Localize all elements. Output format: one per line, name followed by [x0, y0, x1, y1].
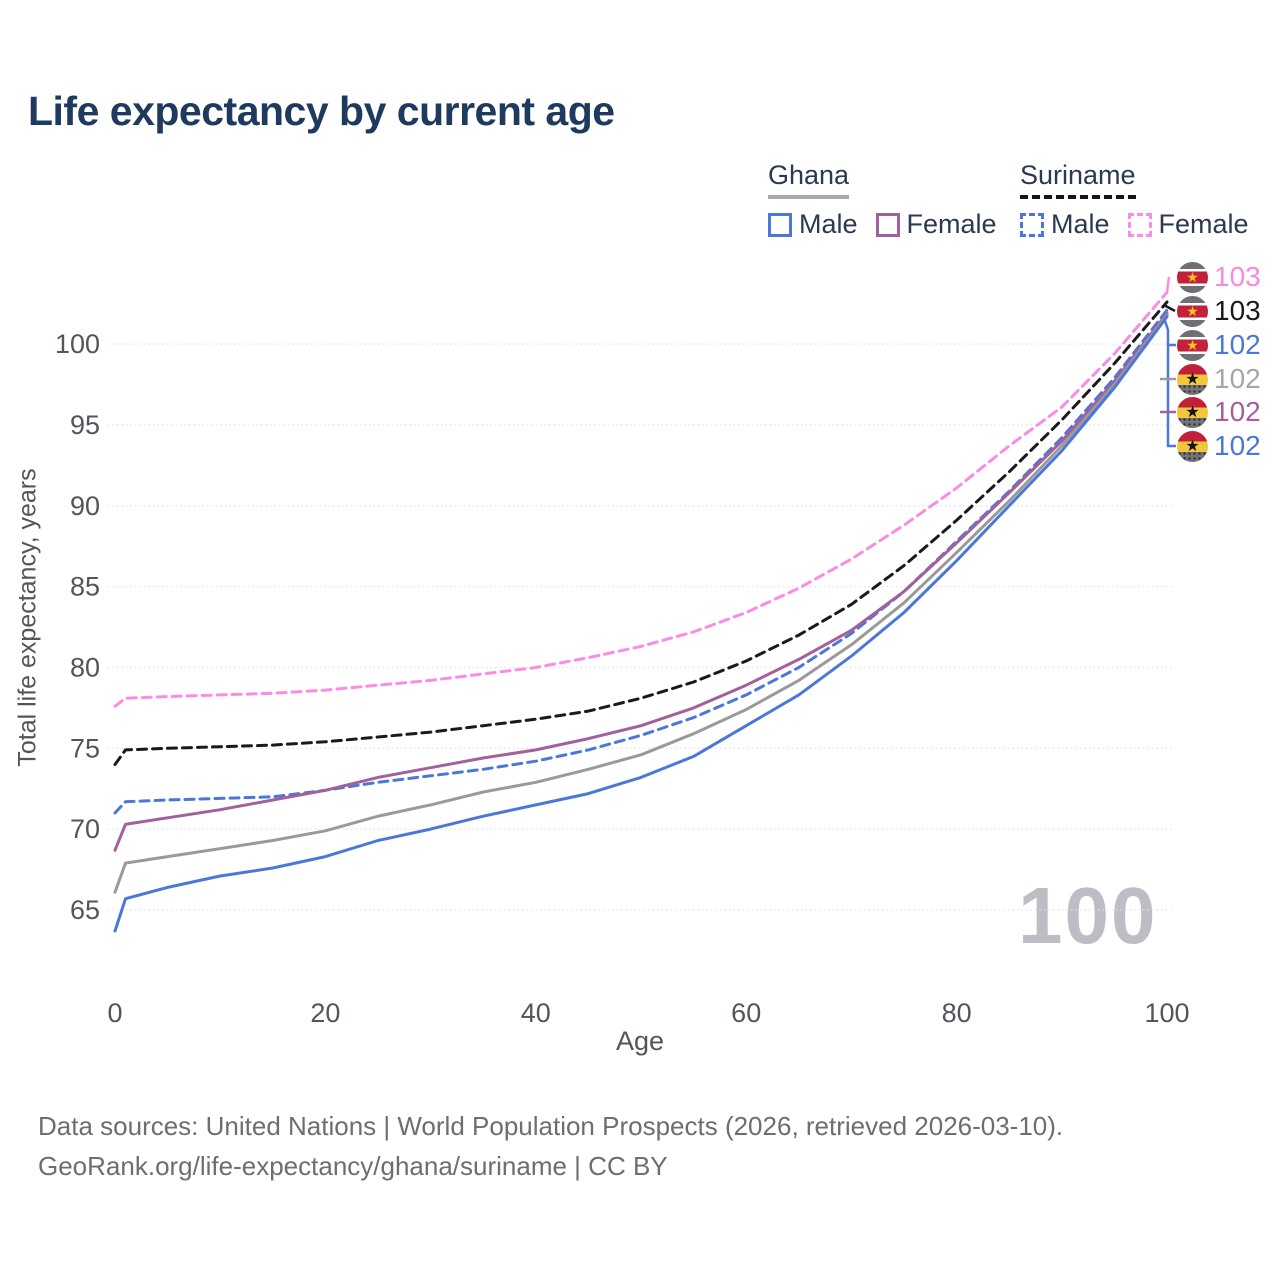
end-value: 102: [1214, 363, 1261, 394]
leader-male-bracket: [1162, 317, 1176, 448]
hover-age-watermark: 100: [1018, 871, 1158, 960]
y-tick-90: 90: [70, 491, 100, 521]
line-ghana-male[interactable]: [113, 315, 1169, 933]
y-tick-100: 100: [55, 329, 100, 359]
end-value: 103: [1214, 261, 1261, 292]
end-value: 102: [1214, 329, 1261, 360]
ghana-flag-icon: ★: [1177, 396, 1208, 428]
y-tick-95: 95: [70, 410, 100, 440]
line-suriname-total[interactable]: [113, 300, 1169, 766]
ghana-flag-icon: ★: [1177, 430, 1208, 462]
x-axis-title: Age: [616, 1026, 664, 1056]
suriname-flag-icon: ★: [1177, 329, 1208, 361]
x-tick-80: 80: [942, 998, 972, 1028]
x-tick-0: 0: [107, 998, 122, 1028]
x-tick-100: 100: [1144, 998, 1189, 1028]
end-label-ghana-female: ★ 102: [1177, 396, 1261, 428]
legend-item-suriname-male[interactable]: Male: [1020, 209, 1110, 240]
y-tick-75: 75: [70, 733, 100, 763]
end-label-suriname-total: ★ 103: [1177, 295, 1261, 327]
flag-star: ★: [1186, 302, 1199, 319]
y-tick-85: 85: [70, 572, 100, 602]
leader-suriname-female: [1165, 276, 1171, 293]
legend-swatch-icon: [1127, 212, 1152, 237]
end-value: 102: [1214, 430, 1261, 461]
legend-country-ghana[interactable]: Ghana: [768, 160, 850, 199]
line-suriname-female[interactable]: [113, 290, 1169, 708]
legend-group-suriname: Suriname Male Female: [1020, 160, 1249, 240]
footer-data-sources: Data sources: United Nations | World Pop…: [38, 1111, 1064, 1141]
legend-item-label: Male: [1051, 209, 1110, 239]
legend-item-label: Male: [799, 209, 858, 239]
suriname-flag-icon: ★: [1177, 261, 1208, 293]
footer: Data sources: United Nations | World Pop…: [38, 1106, 1063, 1187]
end-label-ghana-male: ★ 102: [1177, 430, 1261, 462]
flag-star: ★: [1185, 438, 1200, 455]
y-tick-80: 80: [70, 652, 100, 682]
line-ghana-female[interactable]: [113, 311, 1169, 852]
legend-group-ghana: Ghana Male Female: [768, 160, 997, 240]
end-label-ghana-total: ★ 102: [1177, 363, 1261, 395]
line-suriname-male[interactable]: [113, 308, 1169, 815]
x-tick-40: 40: [521, 998, 551, 1028]
footer-attribution: GeoRank.org/life-expectancy/ghana/surina…: [38, 1151, 668, 1182]
leader-suriname-total: [1163, 303, 1176, 313]
end-label-suriname-female: ★ 103: [1177, 261, 1261, 293]
legend-item-label: Female: [1158, 209, 1249, 239]
legend-item-ghana-male[interactable]: Male: [768, 209, 858, 240]
legend-country-suriname[interactable]: Suriname: [1020, 160, 1136, 199]
legend-swatch-icon: [1020, 212, 1044, 237]
end-value: 102: [1214, 396, 1261, 427]
line-ghana-total[interactable]: [113, 313, 1169, 894]
flag-star: ★: [1186, 268, 1199, 285]
legend-swatch-icon: [768, 212, 792, 237]
flag-star: ★: [1186, 336, 1199, 353]
legend-item-suriname-female[interactable]: Female: [1127, 209, 1249, 240]
flag-star: ★: [1185, 404, 1200, 421]
legend-item-ghana-female[interactable]: Female: [875, 209, 997, 240]
x-tick-20: 20: [310, 998, 340, 1028]
ghana-flag-icon: ★: [1177, 363, 1208, 395]
y-tick-70: 70: [70, 814, 100, 844]
end-label-suriname-male: ★ 102: [1177, 329, 1261, 361]
suriname-flag-icon: ★: [1177, 295, 1208, 327]
legend-item-label: Female: [906, 209, 997, 239]
end-value: 103: [1214, 295, 1261, 326]
page-title: Life expectancy by current age: [28, 88, 615, 134]
legend-swatch-icon: [875, 212, 900, 237]
y-axis-title: Total life expectancy, years: [13, 468, 42, 767]
y-tick-65: 65: [70, 895, 100, 925]
flag-star: ★: [1185, 371, 1200, 388]
x-tick-60: 60: [731, 998, 761, 1028]
